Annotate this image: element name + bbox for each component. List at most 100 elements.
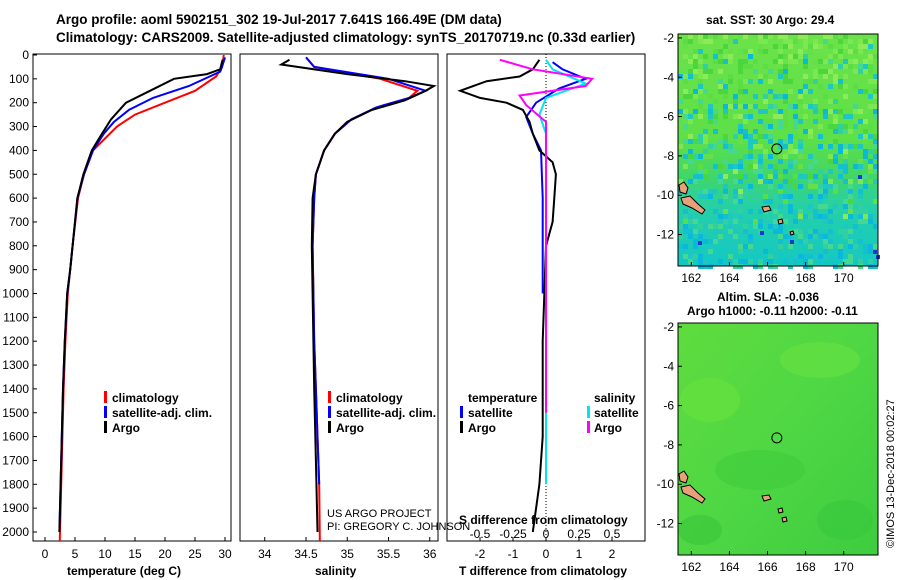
sst-pixel — [848, 209, 853, 214]
sst-pixel — [843, 34, 848, 39]
sst-pixel — [703, 234, 708, 239]
legend-s-argo: Argo — [594, 421, 622, 435]
sal-legend-climatology: climatology — [336, 391, 403, 405]
sst-pixel — [868, 244, 873, 249]
sst-pixel — [698, 34, 703, 39]
sst-pixel — [693, 89, 698, 94]
sst-pixel — [768, 154, 773, 159]
sst-pixel — [738, 89, 743, 94]
sst-pixel — [818, 84, 823, 89]
sst-pixel — [738, 139, 743, 144]
sst-pixel — [793, 209, 798, 214]
sst-pixel — [863, 119, 868, 124]
sst-pixel — [863, 249, 868, 254]
sst-pixel — [698, 259, 703, 264]
sst-pixel — [813, 214, 818, 219]
sst-pixel — [823, 59, 828, 64]
sst-map-title: sat. SST: 30 Argo: 29.4 — [706, 13, 835, 27]
sst-pixel — [693, 139, 698, 144]
sst-pixel — [793, 214, 798, 219]
sst-pixel — [833, 89, 838, 94]
sst-pixel — [828, 239, 833, 244]
sst-pixel — [843, 54, 848, 59]
sst-pixel — [788, 149, 793, 154]
map-x-tick-label: 170 — [834, 271, 854, 285]
sst-pixel — [753, 114, 758, 119]
sst-pixel — [713, 109, 718, 114]
sst-pixel — [748, 64, 753, 69]
sst-pixel — [723, 209, 728, 214]
sst-pixel — [773, 89, 778, 94]
sst-pixel — [683, 139, 688, 144]
sst-pixel — [848, 244, 853, 249]
sst-pixel — [873, 179, 878, 184]
sst-pixel — [773, 44, 778, 49]
sst-pixel — [698, 154, 703, 159]
sst-pixel — [678, 224, 683, 229]
sst-pixel — [838, 79, 843, 84]
sst-pixel — [688, 119, 693, 124]
sst-pixel — [808, 204, 813, 209]
sst-pixel — [813, 119, 818, 124]
sst-pixel — [848, 214, 853, 219]
sst-pixel — [858, 219, 863, 224]
depth-tick-label: 200 — [9, 96, 29, 110]
sst-pixel — [843, 229, 848, 234]
sst-pixel — [723, 159, 728, 164]
sst-pixel — [758, 134, 763, 139]
sst-pixel — [783, 79, 788, 84]
sst-pixel — [713, 209, 718, 214]
sst-pixel — [788, 189, 793, 194]
sst-pixel — [753, 94, 758, 99]
sst-pixel — [763, 34, 768, 39]
sst-pixel — [738, 114, 743, 119]
sst-pixel — [828, 124, 833, 129]
sst-pixel — [843, 124, 848, 129]
figure-title-line2: Climatology: CARS2009. Satellite-adjuste… — [56, 30, 635, 45]
sst-pixel — [818, 234, 823, 239]
sst-pixel — [683, 119, 688, 124]
depth-axis: 0 100 200 300 400 500 600 700 800 900 1000 1100 1200… — [2, 48, 37, 539]
sst-pixel — [718, 164, 723, 169]
sst-pixel — [688, 189, 693, 194]
sst-pixel — [738, 59, 743, 64]
sst-pixel — [818, 214, 823, 219]
series-line-climatology — [58, 54, 225, 541]
sst-pixel — [683, 229, 688, 234]
sst-pixel — [713, 239, 718, 244]
sst-pixel — [743, 79, 748, 84]
sst-pixel — [853, 84, 858, 89]
sst-pixel — [748, 114, 753, 119]
sst-pixel — [723, 104, 728, 109]
sst-pixel — [783, 124, 788, 129]
sla-blob — [715, 450, 805, 490]
sst-pixel — [868, 59, 873, 64]
sst-pixel — [793, 109, 798, 114]
sst-map-land — [678, 181, 795, 236]
sst-pixel — [698, 114, 703, 119]
sst-pixel — [788, 89, 793, 94]
sst-pixel — [858, 119, 863, 124]
sst-pixel — [718, 259, 723, 264]
sst-pixel — [783, 219, 788, 224]
sst-pixel — [873, 109, 878, 114]
sst-pixel — [698, 194, 703, 199]
sst-pixel — [853, 104, 858, 109]
sst-pixel — [783, 39, 788, 44]
sst-pixel — [733, 39, 738, 44]
sst-pixel — [713, 119, 718, 124]
sst-pixel — [768, 134, 773, 139]
sst-pixel — [758, 174, 763, 179]
sst-pixel — [808, 129, 813, 134]
map-x-tick-label: 162 — [681, 271, 701, 285]
series-line-argo — [278, 58, 437, 533]
sst-pixel — [703, 74, 708, 79]
sst-pixel — [733, 99, 738, 104]
sst-speck — [873, 250, 877, 254]
sst-pixel — [728, 164, 733, 169]
sst-pixel — [758, 39, 763, 44]
sst-pixel — [738, 244, 743, 249]
sst-pixel — [723, 84, 728, 89]
sst-pixel — [703, 239, 708, 244]
